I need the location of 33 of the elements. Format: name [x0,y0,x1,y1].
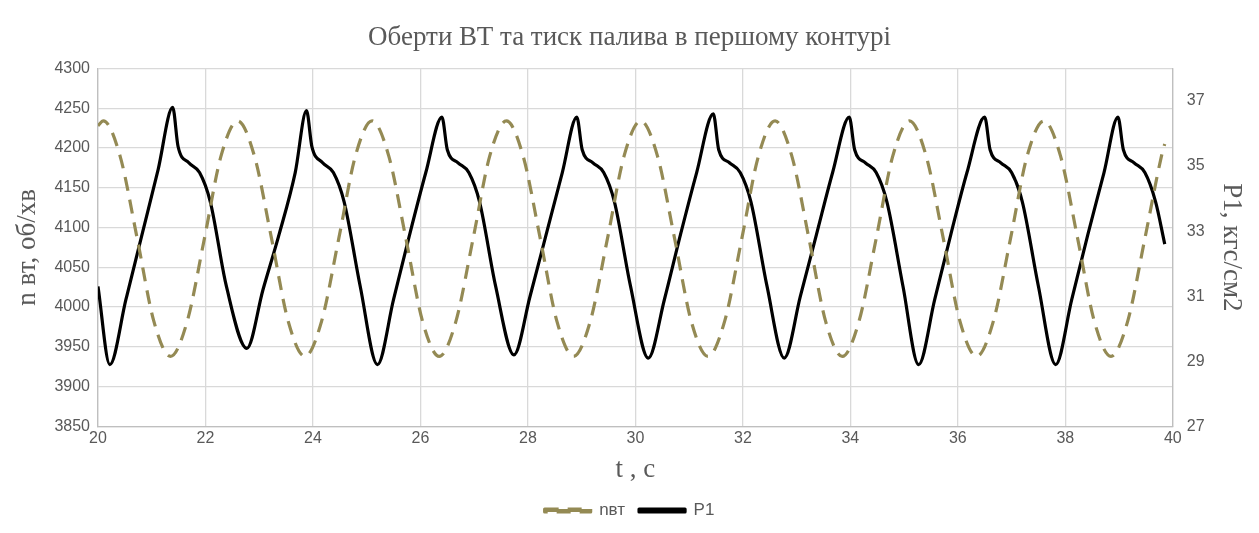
x-axis-title: t , с [615,452,656,483]
y2-tick-label: 33 [1186,221,1205,239]
x-tick-label: 28 [519,429,537,447]
legend-label: nвт [599,500,626,520]
y2-tick-label: 29 [1186,351,1205,369]
x-tick-label: 26 [411,429,430,447]
y-tick-label: 4150 [54,178,91,196]
y2-axis-title: P1, кгс/см2 [1217,183,1248,312]
x-tick-label: 32 [733,429,752,447]
x-tick-label: 30 [626,429,645,447]
y-tick-label: 4200 [54,138,91,156]
y-tick-label: 3900 [54,377,91,395]
y2-tick-label: 35 [1186,156,1205,174]
chart-title: Оберти ВТ та тиск палива в першому контурі [368,21,891,52]
x-tick-label: 40 [1163,429,1182,447]
y-tick-label: 4000 [54,297,91,315]
y-tick-label: 4300 [54,58,91,76]
x-tick-label: 38 [1056,429,1075,447]
x-tick-label: 34 [841,429,860,447]
y2-tick-label: 31 [1186,286,1205,304]
y-axis-title: n вт, об/хв [11,189,42,306]
x-tick-label: 20 [89,429,107,447]
y-tick-label: 4050 [54,257,91,275]
y-tick-label: 3850 [54,416,91,434]
y-tick-label: 3950 [54,337,91,355]
y-tick-label: 4250 [54,98,91,116]
y-tick-label: 4100 [54,217,91,235]
y2-tick-label: 37 [1186,91,1205,109]
x-tick-label: 22 [196,429,215,447]
legend-label: P1 [693,500,715,520]
x-tick-label: 24 [304,429,322,447]
y2-tick-label: 27 [1186,416,1205,434]
x-tick-label: 36 [948,429,967,447]
